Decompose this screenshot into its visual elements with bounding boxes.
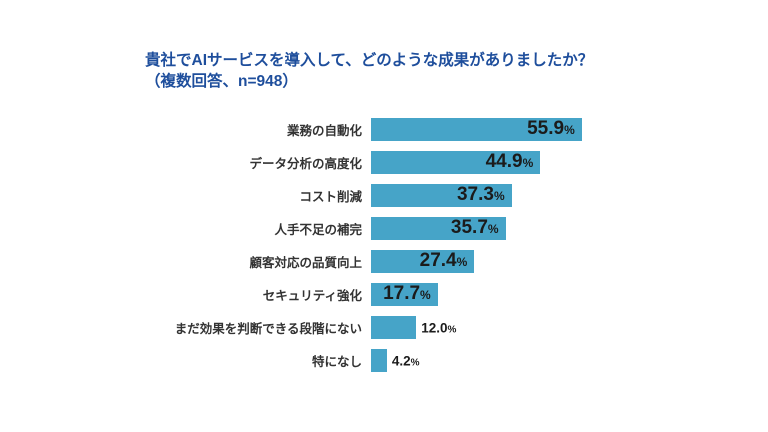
- bar-track: 35.7%: [371, 217, 768, 240]
- bar: 35.7%: [371, 217, 506, 240]
- bar: 55.9%: [371, 118, 582, 141]
- percent-sign: %: [522, 156, 534, 170]
- percent-sign: %: [447, 324, 457, 335]
- percent-sign: %: [493, 189, 505, 203]
- category-label: セキュリティ強化: [262, 289, 362, 303]
- value-label: 55.9%: [527, 118, 575, 139]
- value-label: 44.9%: [485, 151, 534, 172]
- value-label: 4.2%: [391, 353, 420, 368]
- bar-track: 37.3%: [371, 184, 768, 207]
- bar-track: 55.9%: [371, 118, 768, 141]
- chart-row: 業務の自動化 55.9%: [0, 113, 768, 146]
- bar-track: 4.2%: [371, 349, 768, 372]
- category-label: 人手不足の補完: [274, 223, 362, 237]
- value-label: 27.4%: [419, 250, 468, 271]
- bar: 37.3%: [371, 184, 512, 207]
- category-label: 特になし: [311, 355, 362, 369]
- percent-sign: %: [564, 123, 575, 137]
- bar: 27.4%: [371, 250, 475, 273]
- chart-title-line1: 貴社でAIサービスを導入して、どのような成果がありましたか？: [145, 52, 594, 69]
- category-label: 業務の自動化: [286, 124, 362, 138]
- value-label: 12.0%: [421, 320, 457, 335]
- value-label: 37.3%: [456, 184, 505, 205]
- bar-chart: 業務の自動化 55.9% データ分析の高度化 44.9% コスト削減 37.3% 人手不足の…: [0, 113, 768, 377]
- chart-title-line2: （複数回答、n=948）: [145, 73, 298, 90]
- chart-row: コスト削減 37.3%: [0, 179, 768, 212]
- bar-track: 17.7%: [371, 283, 768, 306]
- bar: 17.7%: [371, 283, 438, 306]
- percent-sign: %: [456, 255, 468, 269]
- value-label: 17.7%: [383, 283, 431, 304]
- percent-sign: %: [487, 222, 499, 236]
- bar-track: 27.4%: [371, 250, 768, 273]
- percent-sign: %: [410, 357, 420, 368]
- bar: [371, 316, 417, 339]
- chart-row: セキュリティ強化 17.7%: [0, 278, 768, 311]
- chart-row: データ分析の高度化 44.9%: [0, 146, 768, 179]
- percent-sign: %: [420, 288, 431, 302]
- chart-row: まだ効果を判断できる段階にない 12.0%: [0, 311, 768, 344]
- bar-track: 44.9%: [371, 151, 768, 174]
- chart-row: 人手不足の補完 35.7%: [0, 212, 768, 245]
- category-label: コスト削減: [299, 190, 362, 204]
- bar: [371, 349, 387, 372]
- value-label: 35.7%: [450, 217, 499, 238]
- chart-title: 貴社でAIサービスを導入して、どのような成果がありましたか？ （複数回答、n=9…: [145, 50, 593, 92]
- category-label: まだ効果を判断できる段階にない: [174, 322, 362, 336]
- chart-row: 特になし 4.2%: [0, 344, 768, 377]
- chart-row: 顧客対応の品質向上 27.4%: [0, 245, 768, 278]
- bar-track: 12.0%: [371, 316, 768, 339]
- bar: 44.9%: [371, 151, 541, 174]
- category-label: 顧客対応の品質向上: [249, 256, 362, 270]
- category-label: データ分析の高度化: [249, 157, 362, 171]
